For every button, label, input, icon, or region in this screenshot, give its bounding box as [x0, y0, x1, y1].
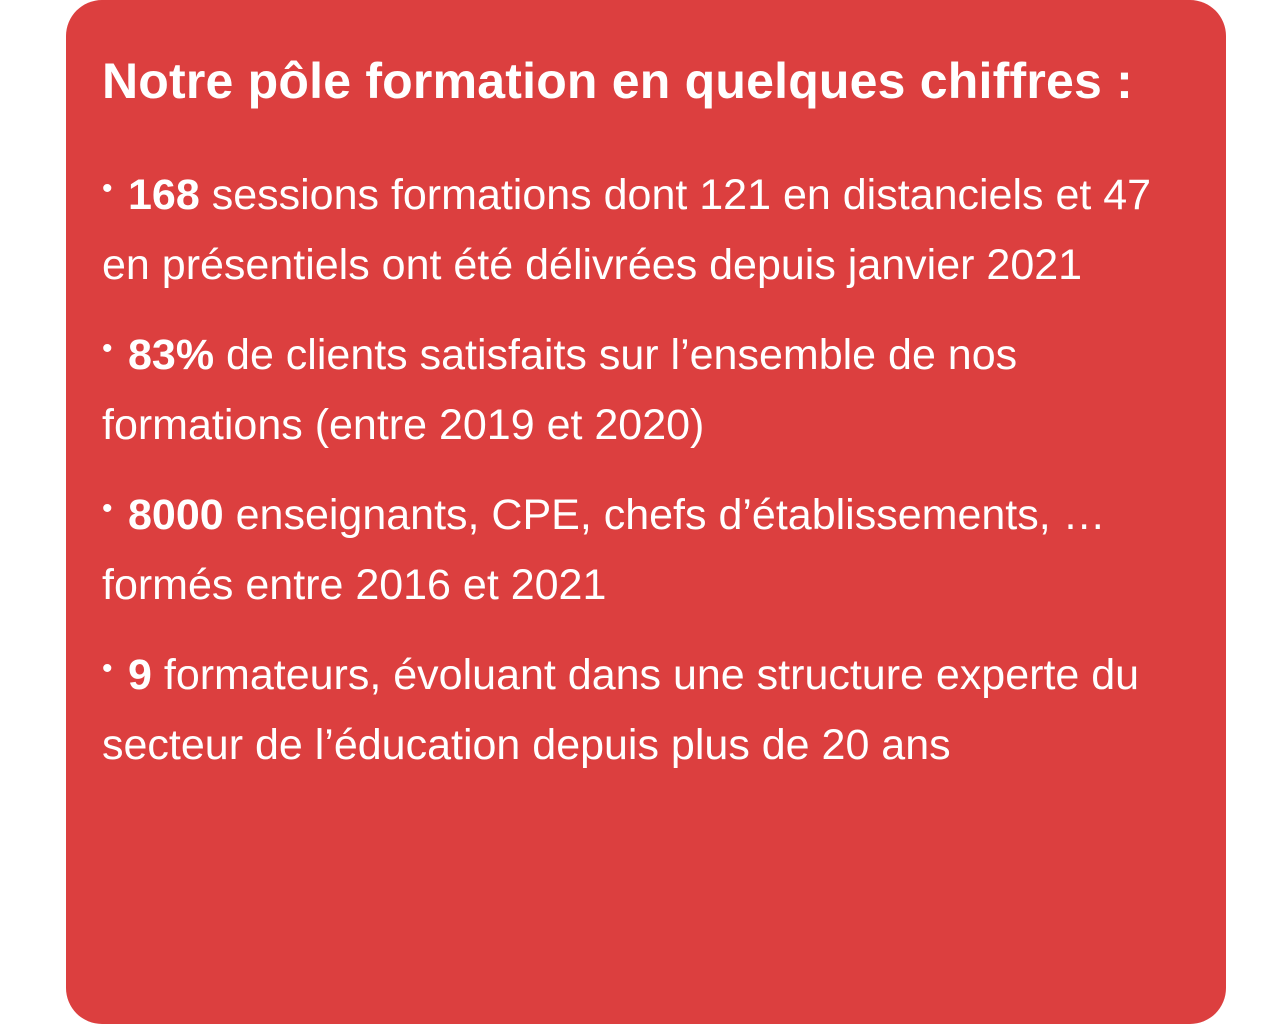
- stat-text: sessions formations dont 121 en distanci…: [102, 171, 1152, 289]
- stat-value: 83%: [128, 331, 215, 379]
- bullet-icon: •: [102, 172, 113, 205]
- stat-item: • 8000 enseignants, CPE, chefs d’établiss…: [102, 480, 1196, 620]
- bullet-icon: •: [102, 332, 113, 365]
- bullet-icon: •: [102, 652, 113, 685]
- stat-item: • 168 sessions formations dont 121 en dis…: [102, 160, 1196, 300]
- stat-item: • 9 formateurs, évoluant dans une structu…: [102, 640, 1196, 780]
- stat-item: • 83% de clients satisfaits sur l’ensembl…: [102, 320, 1196, 460]
- stats-card: Notre pôle formation en quelques chiffre…: [66, 0, 1226, 1024]
- stat-value: 168: [128, 171, 200, 219]
- stats-list: • 168 sessions formations dont 121 en dis…: [102, 160, 1196, 780]
- stat-text: de clients satisfaits sur l’ensemble de …: [102, 331, 1018, 449]
- card-title: Notre pôle formation en quelques chiffre…: [102, 53, 1133, 109]
- stat-value: 8000: [128, 491, 224, 539]
- stat-value: 9: [128, 651, 152, 699]
- stat-text: enseignants, CPE, chefs d’établissements…: [102, 491, 1106, 609]
- bullet-icon: •: [102, 492, 113, 525]
- stat-text: formateurs, évoluant dans une structure …: [102, 651, 1140, 769]
